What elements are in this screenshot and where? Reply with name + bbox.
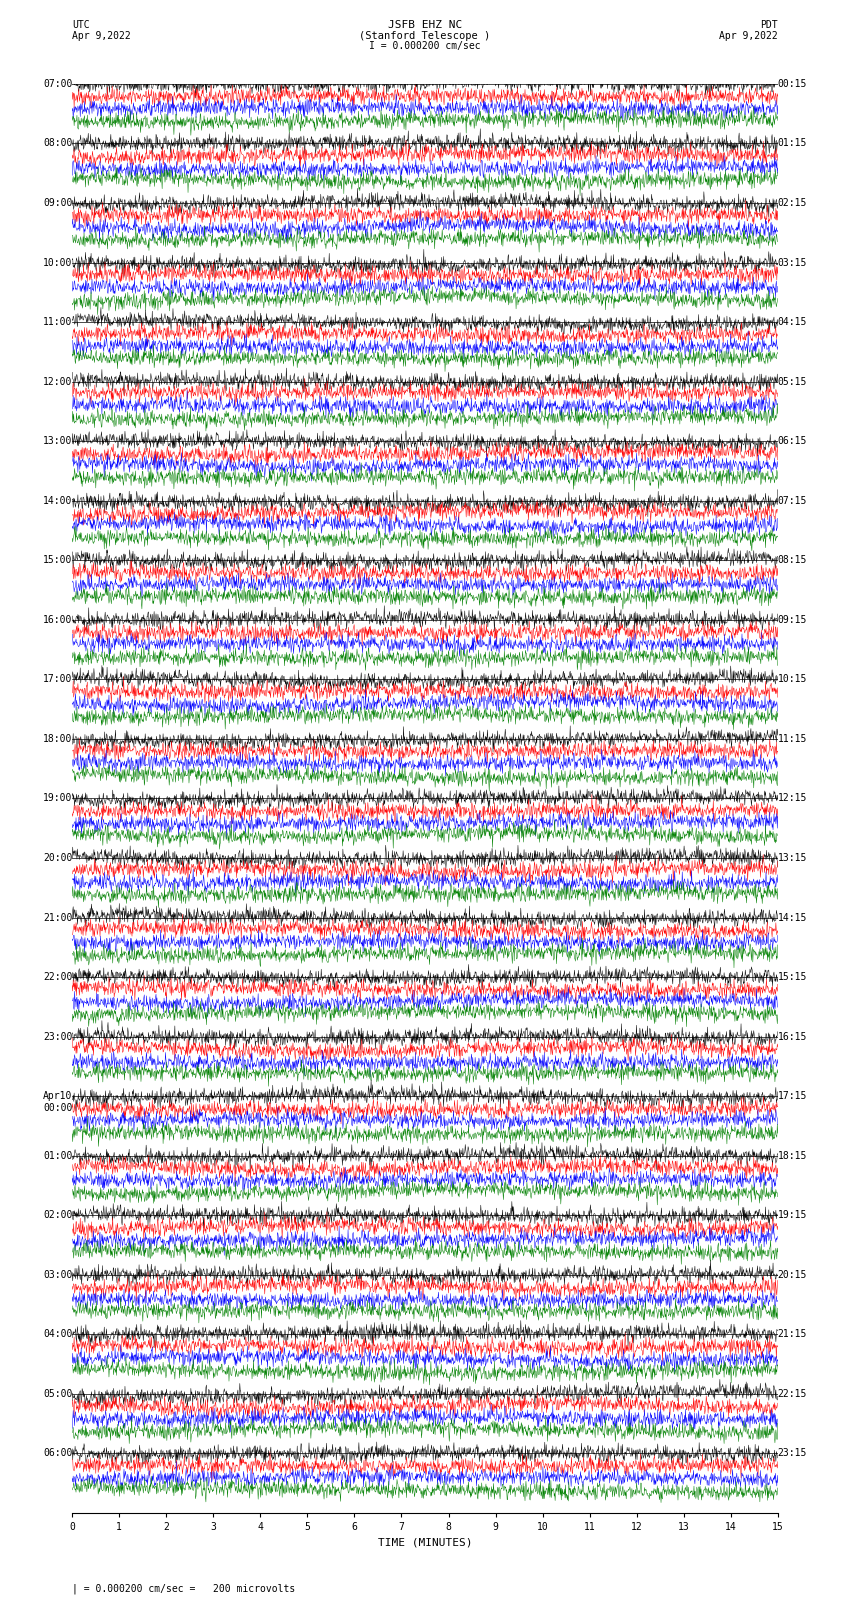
Text: Apr10: Apr10 bbox=[42, 1090, 72, 1102]
Text: 12:00: 12:00 bbox=[42, 376, 72, 387]
Text: 02:15: 02:15 bbox=[778, 198, 807, 208]
Text: 01:00: 01:00 bbox=[42, 1150, 72, 1161]
Text: 18:15: 18:15 bbox=[778, 1150, 807, 1161]
Text: 12:15: 12:15 bbox=[778, 794, 807, 803]
Text: 00:00: 00:00 bbox=[42, 1103, 72, 1113]
Text: 22:00: 22:00 bbox=[42, 973, 72, 982]
Text: Apr 9,2022: Apr 9,2022 bbox=[719, 31, 778, 40]
Text: 16:00: 16:00 bbox=[42, 615, 72, 624]
Text: 03:15: 03:15 bbox=[778, 258, 807, 268]
Text: 09:15: 09:15 bbox=[778, 615, 807, 624]
Text: 07:15: 07:15 bbox=[778, 495, 807, 506]
Text: 15:00: 15:00 bbox=[42, 555, 72, 565]
Text: 01:15: 01:15 bbox=[778, 139, 807, 148]
Text: 15:15: 15:15 bbox=[778, 973, 807, 982]
Text: 21:00: 21:00 bbox=[42, 913, 72, 923]
Text: 04:15: 04:15 bbox=[778, 318, 807, 327]
Text: 05:15: 05:15 bbox=[778, 376, 807, 387]
Text: UTC: UTC bbox=[72, 19, 90, 31]
Text: 06:00: 06:00 bbox=[42, 1448, 72, 1458]
Text: JSFB EHZ NC: JSFB EHZ NC bbox=[388, 19, 462, 31]
Text: 23:00: 23:00 bbox=[42, 1032, 72, 1042]
Text: 14:15: 14:15 bbox=[778, 913, 807, 923]
Text: 06:15: 06:15 bbox=[778, 436, 807, 447]
Text: 11:00: 11:00 bbox=[42, 318, 72, 327]
Text: 17:15: 17:15 bbox=[778, 1090, 807, 1102]
Text: | = 0.000200 cm/sec =   200 microvolts: | = 0.000200 cm/sec = 200 microvolts bbox=[72, 1582, 296, 1594]
Text: 08:15: 08:15 bbox=[778, 555, 807, 565]
Text: 16:15: 16:15 bbox=[778, 1032, 807, 1042]
Text: 13:00: 13:00 bbox=[42, 436, 72, 447]
Text: 03:00: 03:00 bbox=[42, 1269, 72, 1279]
Text: PDT: PDT bbox=[760, 19, 778, 31]
Text: 21:15: 21:15 bbox=[778, 1329, 807, 1339]
Text: 19:00: 19:00 bbox=[42, 794, 72, 803]
Text: 02:00: 02:00 bbox=[42, 1210, 72, 1221]
Text: 19:15: 19:15 bbox=[778, 1210, 807, 1221]
Text: Apr 9,2022: Apr 9,2022 bbox=[72, 31, 131, 40]
Text: 20:15: 20:15 bbox=[778, 1269, 807, 1279]
Text: 23:15: 23:15 bbox=[778, 1448, 807, 1458]
Text: 04:00: 04:00 bbox=[42, 1329, 72, 1339]
Text: 13:15: 13:15 bbox=[778, 853, 807, 863]
Text: 10:15: 10:15 bbox=[778, 674, 807, 684]
Text: 17:00: 17:00 bbox=[42, 674, 72, 684]
Text: 00:15: 00:15 bbox=[778, 79, 807, 89]
Text: 22:15: 22:15 bbox=[778, 1389, 807, 1398]
Text: 14:00: 14:00 bbox=[42, 495, 72, 506]
X-axis label: TIME (MINUTES): TIME (MINUTES) bbox=[377, 1537, 473, 1547]
Text: 11:15: 11:15 bbox=[778, 734, 807, 744]
Text: 18:00: 18:00 bbox=[42, 734, 72, 744]
Text: 07:00: 07:00 bbox=[42, 79, 72, 89]
Text: 08:00: 08:00 bbox=[42, 139, 72, 148]
Text: 20:00: 20:00 bbox=[42, 853, 72, 863]
Text: 09:00: 09:00 bbox=[42, 198, 72, 208]
Text: (Stanford Telescope ): (Stanford Telescope ) bbox=[360, 31, 490, 40]
Text: 05:00: 05:00 bbox=[42, 1389, 72, 1398]
Text: 10:00: 10:00 bbox=[42, 258, 72, 268]
Text: I = 0.000200 cm/sec: I = 0.000200 cm/sec bbox=[369, 40, 481, 52]
